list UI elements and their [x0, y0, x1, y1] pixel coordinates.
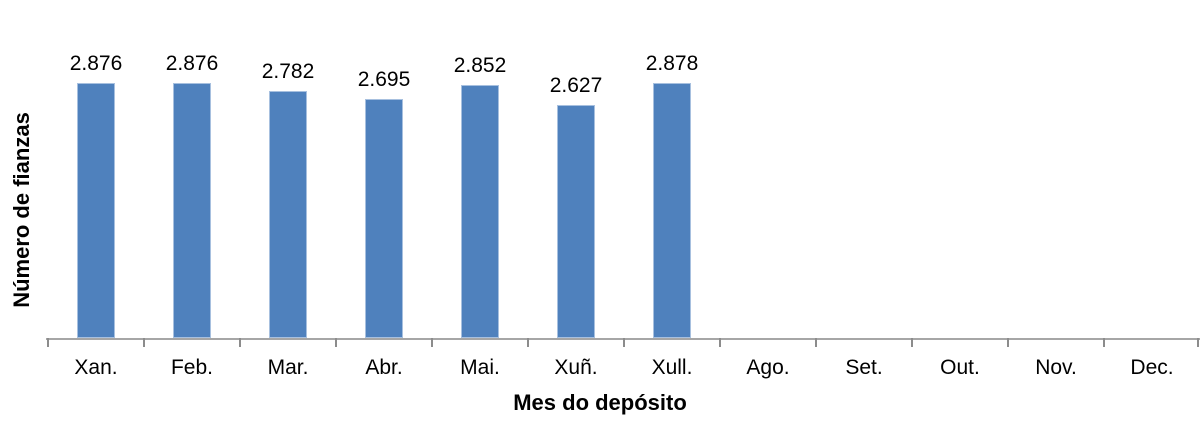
x-axis-tick [1007, 338, 1009, 347]
x-category-label: Dec. [1130, 356, 1174, 379]
x-axis-tick [239, 338, 241, 347]
bar [557, 105, 595, 338]
x-axis-tick [47, 338, 49, 347]
x-axis-tick [143, 338, 145, 347]
bar [653, 83, 691, 338]
x-category-label: Xull. [651, 356, 693, 379]
x-axis-tick [1197, 338, 1199, 347]
x-axis-tick [911, 338, 913, 347]
bar [365, 99, 403, 338]
bar-value-label: 2.876 [69, 52, 123, 75]
x-category-label: Mai. [460, 356, 500, 379]
x-category-label: Out. [940, 356, 980, 379]
x-category-label: Set. [845, 356, 883, 379]
x-category-label: Nov. [1035, 356, 1077, 379]
x-axis-tick [815, 338, 817, 347]
bar-value-label: 2.852 [453, 54, 507, 77]
x-category-label: Feb. [170, 356, 214, 379]
x-axis-tick [719, 338, 721, 347]
x-category-label: Ago. [746, 356, 790, 379]
x-category-label: Mar. [267, 356, 309, 379]
x-category-label: Abr. [365, 356, 403, 379]
y-axis-title: Número de fianzas [9, 112, 34, 308]
x-axis-tick [623, 338, 625, 347]
x-category-label: Xan. [74, 356, 118, 379]
bar [77, 83, 115, 338]
x-axis-tick [527, 338, 529, 347]
x-axis-tick [431, 338, 433, 347]
x-axis-title: Mes do depósito [513, 390, 687, 415]
x-axis-tick [1103, 338, 1105, 347]
bar [461, 85, 499, 338]
x-axis-tick [335, 338, 337, 347]
bar-value-label: 2.876 [165, 52, 219, 75]
bar-value-label: 2.782 [261, 60, 315, 83]
bar-value-label: 2.695 [357, 68, 411, 91]
bar [173, 83, 211, 338]
x-category-label: Xuñ. [554, 356, 598, 379]
bar-value-label: 2.627 [549, 74, 603, 97]
bar [269, 91, 307, 338]
bar-value-label: 2.878 [645, 52, 699, 75]
